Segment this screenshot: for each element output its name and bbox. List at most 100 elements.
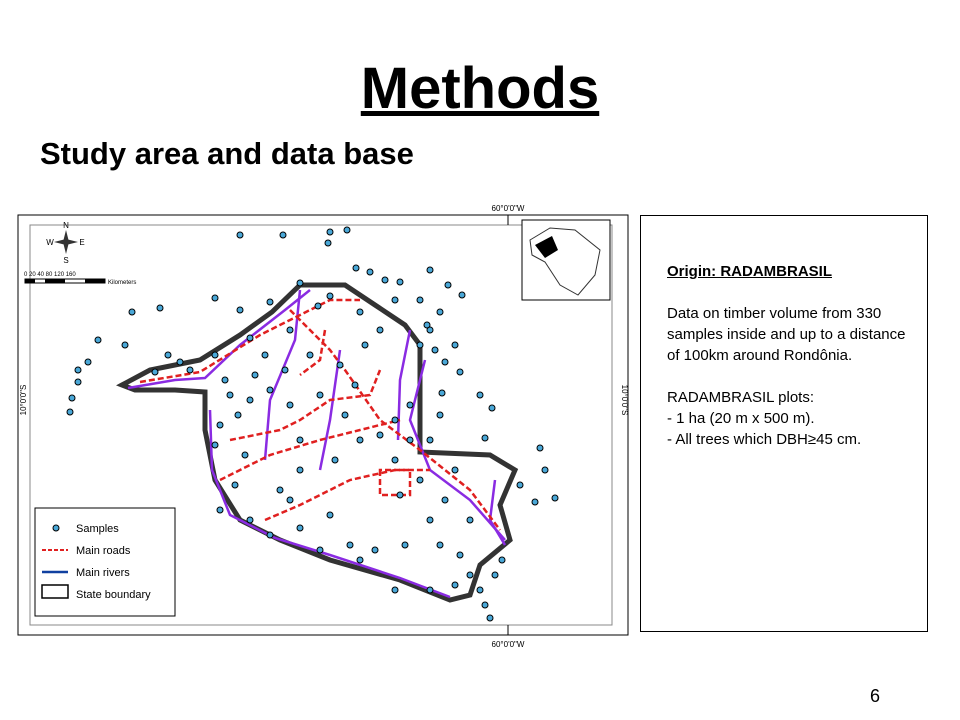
sample-dot [356,436,364,444]
sample-dot [266,386,274,394]
info-heading: Origin: RADAMBRASIL [667,263,832,280]
sample-dot [436,308,444,316]
sample-dot [68,394,76,402]
sample-dot [376,326,384,334]
sample-dot [356,308,364,316]
sample-dot [246,396,254,404]
sample-dot [246,516,254,524]
sample-dot [306,351,314,359]
info-box: Origin: RADAMBRASIL Data on timber volum… [640,215,928,632]
sample-dot [426,586,434,594]
sample-dot [451,581,459,589]
sample-dot [396,491,404,499]
sample-dot [156,304,164,312]
sample-dot [216,506,224,514]
sample-dot [341,411,349,419]
sample-dot [74,366,82,374]
sample-dot [314,302,322,310]
sample-dot [316,391,324,399]
sample-dot [481,601,489,609]
legend-label: Samples [76,523,119,535]
sample-dot [436,541,444,549]
compass-s: S [63,256,68,265]
sample-dot [316,546,324,554]
sample-dot [226,391,234,399]
sample-dot [498,556,506,564]
sample-dot [241,451,249,459]
sample-dot [251,371,259,379]
sample-dot [416,296,424,304]
sample-dot [441,358,449,366]
roads [139,298,501,531]
samples [66,226,559,622]
sample-dot [426,436,434,444]
sample-dot [406,401,414,409]
sample-dot [391,586,399,594]
top-label: 60°0'0"W [492,204,525,213]
sample-dot [326,228,334,236]
sample-dot [211,351,219,359]
sample-dot [531,498,539,506]
sample-dot [426,326,434,334]
sample-dot [376,431,384,439]
info-item: - All trees which DBH≥45 cm. [667,431,862,448]
sample-dot [391,416,399,424]
sample-dot [276,486,284,494]
sample-dot [151,368,159,376]
sample-dot [296,466,304,474]
sample-dot [236,306,244,314]
sample-dot [66,408,74,416]
sample-dot [281,366,289,374]
compass-w: W [46,238,54,247]
inset-rondonia [535,236,558,258]
sample-dot [536,444,544,452]
sample-dot [176,358,184,366]
sample-dot [296,279,304,287]
sample-dot [476,391,484,399]
sample-dot [236,231,244,239]
sample-dot [444,281,452,289]
sample-dot [396,278,404,286]
sample-dot [456,368,464,376]
legend: Samples Main roads Main rivers State bou… [34,507,176,617]
sample-dot [211,441,219,449]
sample-dot [343,226,351,234]
sample-dot [381,276,389,284]
info-plots-heading: RADAMBRASIL plots: [667,389,814,406]
sample-dot [266,298,274,306]
sample-dot [431,346,439,354]
legend-label: State boundary [76,589,151,601]
info-paragraph: Data on timber volume from 330 samples i… [667,305,906,364]
sample-dot [351,381,359,389]
sample-dot [541,466,549,474]
sample-dot [416,476,424,484]
sample-dot [466,571,474,579]
sample-dot [423,321,431,329]
page-number: 6 [870,686,881,706]
sample-dot [221,376,229,384]
sample-dot [326,511,334,519]
state-boundary [116,282,519,603]
map: 60°0'0"W 60°0'0"W 10°0'0"S 10°0'0"S N S … [17,204,629,649]
slide-title: Methods [360,56,600,121]
sample-dot [438,389,446,397]
sample-dot [451,341,459,349]
sample-dot [286,326,294,334]
sample-dot [286,401,294,409]
sample-dot [456,551,464,559]
sample-dot [371,546,379,554]
sample-dot [234,411,242,419]
compass-n: N [63,221,69,230]
sample-dot [128,308,136,316]
sample-dot [211,294,219,302]
slide-subtitle: Study area and data base [40,136,414,171]
sample-dot [346,541,354,549]
sample-dot [406,436,414,444]
sample-dot [84,358,92,366]
sample-dot [481,434,489,442]
compass: N S W E [46,221,84,265]
sample-dot [426,516,434,524]
sample-dot [366,268,374,276]
sample-dot [416,341,424,349]
left-label: 10°0'0"S [19,385,28,416]
